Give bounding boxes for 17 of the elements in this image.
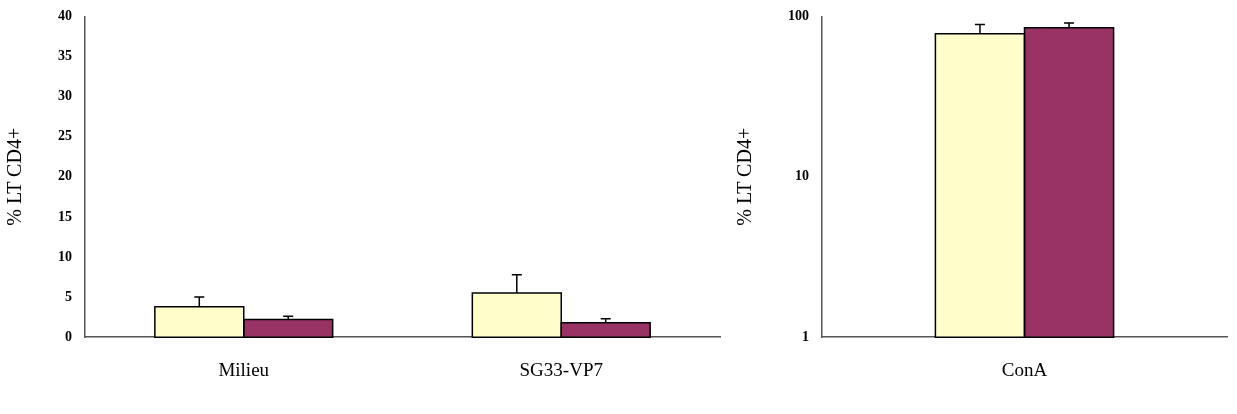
y-tick-label: 100 <box>788 8 809 24</box>
y-tick-label: 25 <box>58 128 72 144</box>
y-tick-label: 15 <box>58 208 72 224</box>
x-tick-label: ConA <box>1001 358 1048 380</box>
y-tick-label: 40 <box>58 8 72 24</box>
y-tick-label: 5 <box>65 288 72 304</box>
y-tick-label: 10 <box>795 168 809 184</box>
y-tick-label: 0 <box>65 328 72 344</box>
y-axis-title: % LT CD4+ <box>3 127 26 226</box>
x-tick-label: Milieu <box>218 358 270 380</box>
y-tick-label: 20 <box>58 168 72 184</box>
x-tick-label: SG33-VP7 <box>519 358 603 380</box>
y-tick-label: 1 <box>802 328 809 344</box>
y-axis-title: % LT CD4+ <box>733 127 756 226</box>
y-tick-label: 10 <box>58 248 72 264</box>
y-tick-label: 30 <box>58 88 72 104</box>
y-tick-label: 35 <box>58 48 72 64</box>
